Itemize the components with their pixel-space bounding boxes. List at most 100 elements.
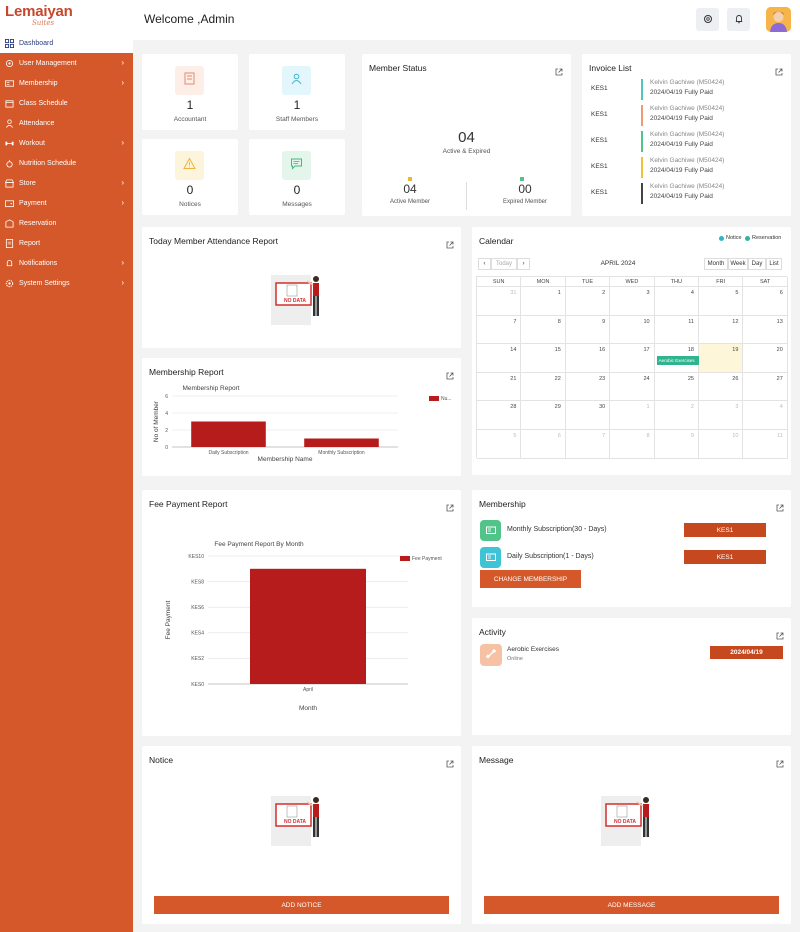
calendar-day-cell[interactable]: 16 [565,344,611,373]
fee-payment-report-card: Fee Payment Report Fee Payment Report By… [142,490,461,736]
calendar-day-cell[interactable]: 3 [699,401,744,430]
calendar-day-cell[interactable]: 2 [565,287,611,316]
calendar-day-cell[interactable]: 5 [477,430,522,459]
calendar-event[interactable]: Aerobic Exercises [656,356,699,366]
sidebar-item-payment[interactable]: Payment › [0,193,133,213]
calendar-day-cell[interactable]: 19 [699,344,744,373]
calendar-day-cell[interactable]: 20 [743,344,788,373]
stat-count: 1 [186,98,194,112]
sidebar-item-reservation[interactable]: Reservation [0,213,133,233]
external-link-icon[interactable] [776,627,784,640]
next-month-button[interactable]: › [517,258,530,270]
stat-card-accountant[interactable]: 1 Accountant [142,54,238,130]
sidebar-item-dashboard[interactable]: Dashboard [0,34,133,53]
sidebar-item-nutrition-schedule[interactable]: Nutrition Schedule [0,153,133,173]
active-indicator [408,177,412,181]
sidebar-item-store[interactable]: Store › [0,173,133,193]
change-membership-button[interactable]: CHANGE MEMBERSHIP [480,570,581,588]
calendar-day-cell[interactable]: 11 [743,430,788,459]
sidebar-item-workout[interactable]: Workout › [0,133,133,153]
sidebar-item-membership[interactable]: Membership › [0,73,133,93]
stat-label: Accountant [173,116,207,123]
invoice-row[interactable]: KES1 Kelvin Gachiwe (M50424) 2024/04/19 Fu… [591,79,781,101]
calendar-day-cell[interactable]: 8 [521,315,566,345]
view-list-button[interactable]: List [766,258,782,270]
stat-card-messages[interactable]: 0 Messages [249,139,345,215]
calendar-day-cell[interactable]: 4 [654,287,699,316]
calendar-day-cell[interactable]: 8 [610,430,655,459]
external-link-icon[interactable] [446,367,454,380]
calendar-day-cell[interactable]: 14 [477,344,522,373]
sidebar-item-attendance[interactable]: Attendance [0,113,133,133]
calendar-day-cell[interactable]: 24 [610,372,655,402]
sidebar-item-system-settings[interactable]: System Settings › [0,273,133,293]
view-month-button[interactable]: Month [704,258,728,270]
calendar-day-cell[interactable]: 10 [699,430,744,459]
membership-plan-price: KES1 [684,523,766,537]
stat-card-notices[interactable]: 0 Notices [142,139,238,215]
calendar-day-cell[interactable]: 31 [477,287,522,316]
external-link-icon[interactable] [776,499,784,512]
invoice-row[interactable]: KES1 Kelvin Gachiwe (M50424) 2024/04/19 Fu… [591,131,781,153]
calendar-day-cell[interactable]: 6 [743,287,788,316]
calendar-day-cell[interactable]: 29 [521,401,566,430]
notifications-button[interactable] [727,8,750,31]
person-icon [5,118,14,128]
calendar-day-cell[interactable]: 27 [743,372,788,402]
calendar-day-cell[interactable]: 12 [699,315,744,345]
calendar-day-cell[interactable]: 7 [477,315,522,345]
calendar-day-cell[interactable]: 15 [521,344,566,373]
calendar-day-cell[interactable]: 3 [610,287,655,316]
invoice-row[interactable]: KES1 Kelvin Gachiwe (M50424) 2024/04/19 Fu… [591,157,781,179]
add-notice-button[interactable]: ADD NOTICE [154,896,449,914]
add-message-button[interactable]: ADD MESSAGE [484,896,779,914]
sidebar-item-class-schedule[interactable]: Class Schedule [0,93,133,113]
calendar-day-cell[interactable]: 6 [521,430,566,459]
stat-icon-box [282,151,311,180]
calendar-day-cell[interactable]: 25 [654,372,699,402]
invoice-row[interactable]: KES1 Kelvin Gachiwe (M50424) 2024/04/19 Fu… [591,183,781,205]
calendar-day-cell[interactable]: 11 [654,315,699,345]
invoice-color-bar [641,157,643,178]
calendar-day-cell[interactable]: 10 [610,315,655,345]
calendar-day-cell[interactable]: 13 [743,315,788,345]
external-link-icon[interactable] [446,236,454,249]
sidebar-item-user-management[interactable]: User Management › [0,53,133,73]
chart-title: Fee Payment Report By Month [214,541,304,548]
calendar-day-cell[interactable]: 9 [565,315,611,345]
view-week-button[interactable]: Week [728,258,748,270]
calendar-day-cell[interactable]: 22 [521,372,566,402]
settings-button[interactable] [696,8,719,31]
external-link-icon[interactable] [776,755,784,768]
calendar-day-cell[interactable]: 30 [565,401,611,430]
external-link-icon[interactable] [555,63,563,76]
calendar-day-cell[interactable]: 5 [699,287,744,316]
calendar-day-cell[interactable]: 9 [654,430,699,459]
invoice-member: Kelvin Gachiwe (M50424) [650,105,725,112]
avatar[interactable] [766,7,791,32]
sidebar-item-notifications[interactable]: Notifications › [0,253,133,273]
calendar-day-cell[interactable]: 23 [565,372,611,402]
stat-card-staff-members[interactable]: 1 Staff Members [249,54,345,130]
calendar-day-cell[interactable]: 28 [477,401,522,430]
calendar-day-cell[interactable]: 4 [743,401,788,430]
logo[interactable]: Lemaiyan Suites [0,0,133,34]
prev-month-button[interactable]: ‹ [478,258,491,270]
calendar-day-cell[interactable]: 1 [610,401,655,430]
calendar-day-cell[interactable]: 26 [699,372,744,402]
weekday-header: SUN [477,277,522,287]
calendar-day-cell[interactable]: 17 [610,344,655,373]
sidebar-item-report[interactable]: Report [0,233,133,253]
view-day-button[interactable]: Day [748,258,766,270]
calendar-day-cell[interactable]: 2 [654,401,699,430]
external-link-icon[interactable] [775,63,783,76]
external-link-icon[interactable] [446,755,454,768]
calendar-day-cell[interactable]: 21 [477,372,522,402]
calendar-day-cell[interactable]: 18 Aerobic Exercises [654,344,699,373]
calendar-day-cell[interactable]: 1 [521,287,566,316]
invoice-row[interactable]: KES1 Kelvin Gachiwe (M50424) 2024/04/19 Fu… [591,105,781,127]
reservation-icon [5,218,14,228]
today-button[interactable]: Today [491,258,517,270]
external-link-icon[interactable] [446,499,454,512]
calendar-day-cell[interactable]: 7 [565,430,611,459]
